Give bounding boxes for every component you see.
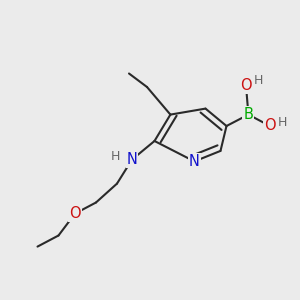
Text: O: O: [69, 206, 81, 221]
Text: H: H: [111, 149, 120, 163]
Text: H: H: [254, 74, 263, 87]
Text: B: B: [244, 107, 253, 122]
Text: O: O: [264, 118, 276, 134]
Text: H: H: [278, 116, 287, 130]
Text: O: O: [240, 78, 252, 93]
Text: N: N: [127, 152, 137, 167]
Text: N: N: [189, 154, 200, 169]
